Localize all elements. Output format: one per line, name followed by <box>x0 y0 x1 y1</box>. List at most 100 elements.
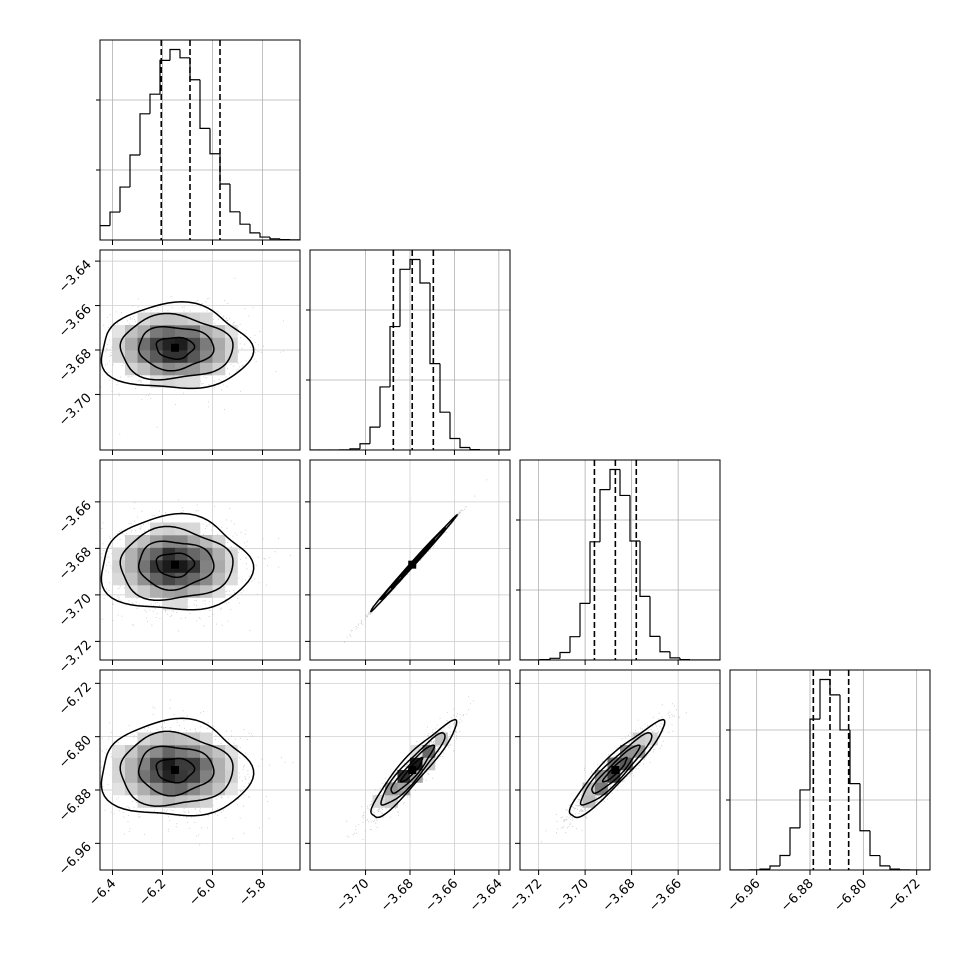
density-cell <box>137 745 151 758</box>
hist-bar-0-15 <box>249 224 260 234</box>
hist-bar-0-10 <box>199 79 210 129</box>
density-cell <box>200 337 213 351</box>
contour-1-0-2 <box>119 312 234 381</box>
x-tick-label: −3.68 <box>378 876 417 915</box>
density-cell <box>225 745 238 758</box>
hist-bar-2-8 <box>599 489 610 542</box>
hist-bar-0-16 <box>259 232 270 238</box>
density-cell <box>162 312 176 326</box>
hist-bar-1-12 <box>429 283 440 365</box>
density-cell <box>212 745 226 758</box>
hist-bar-2-4 <box>559 651 570 659</box>
density-cell <box>150 782 163 796</box>
density-cell <box>200 325 213 338</box>
contour-3-0-1 <box>137 745 215 797</box>
density-cell <box>212 560 226 573</box>
density-cell <box>187 325 201 338</box>
density-cell <box>162 350 176 363</box>
density-cell <box>162 585 176 598</box>
density-cell <box>150 732 163 746</box>
y-tick-label: −3.70 <box>56 591 95 630</box>
y-tick-label: −3.68 <box>56 346 95 385</box>
hist-bar-1-8 <box>389 325 400 387</box>
density-cell <box>225 337 238 351</box>
density-cell <box>212 547 226 561</box>
hist-bar-0-5 <box>149 93 160 114</box>
density-cell <box>137 560 151 573</box>
hist-bar-2-9 <box>609 468 620 490</box>
panel-2-1 <box>305 460 510 665</box>
density-cell <box>225 782 238 796</box>
x-tick-label: −3.66 <box>422 876 461 915</box>
density-cell <box>175 535 188 548</box>
density-cell <box>187 547 201 561</box>
panel-2-1-frame <box>309 459 511 661</box>
hist-bar-0-12 <box>219 153 230 185</box>
hist-bar-2-12 <box>639 540 650 598</box>
x-tick-label: −3.70 <box>553 876 592 915</box>
density-peak <box>171 343 179 352</box>
density-cell <box>225 757 238 771</box>
hist-bar-1-14 <box>449 412 460 440</box>
hist-bar-3-10 <box>829 679 840 696</box>
hist-bar-1-7 <box>379 386 390 428</box>
hist-bar-0-4 <box>139 113 150 156</box>
density-cell <box>150 560 163 573</box>
contour-3-2-2 <box>579 732 653 806</box>
panel-3-2: −3.72 −3.70 −3.68 −3.66 <box>507 670 720 915</box>
density-cell <box>187 745 201 758</box>
contour-3-1-1 <box>390 744 436 795</box>
contour-3-2-3 <box>568 718 666 819</box>
panel-3-3: −6.96 −6.88 −6.80 −6.72 <box>725 670 930 915</box>
density-cell <box>125 547 138 561</box>
density-cell <box>162 782 176 796</box>
density-cell <box>137 325 151 338</box>
hist-bar-0-8 <box>179 49 190 59</box>
density-peak <box>408 560 417 569</box>
hist-bar-2-10 <box>619 469 630 497</box>
density-cell <box>225 572 238 586</box>
contour-2-0-3 <box>100 512 255 611</box>
x-tick-label: −3.70 <box>334 876 373 915</box>
hist-bar-0-13 <box>229 183 240 213</box>
density-cell <box>187 350 201 363</box>
density-cell <box>175 597 188 611</box>
density-cell <box>137 350 151 363</box>
density-cell <box>112 572 126 586</box>
hist-bar-3-14 <box>869 830 880 857</box>
density-cell <box>162 745 176 758</box>
y-tick-label: −3.72 <box>56 638 95 677</box>
density-cell <box>200 782 213 796</box>
density-peak <box>171 766 179 774</box>
density-cell <box>150 795 163 808</box>
contour-2-1-3 <box>369 514 459 613</box>
contour-2-0-2 <box>119 525 234 602</box>
y-tick-label: −3.66 <box>56 498 95 537</box>
density-cell <box>187 375 201 388</box>
density-cell <box>125 560 138 573</box>
hist-bar-0-11 <box>209 128 220 155</box>
x-tick-label: −6.80 <box>831 876 870 915</box>
x-tick-label: −6.72 <box>885 876 924 915</box>
density-cell <box>200 350 213 363</box>
density-cell <box>150 547 163 561</box>
density-cell <box>137 585 151 598</box>
panel-3-0-frame <box>99 669 301 871</box>
density-cell <box>187 770 201 783</box>
density-cell <box>137 572 151 586</box>
contour-1-0-3 <box>100 301 255 390</box>
panel-1-0-frame <box>99 249 301 451</box>
density-peak <box>408 766 417 774</box>
hist-bar-2-14 <box>659 636 670 653</box>
hist-bar-0-1 <box>109 211 120 226</box>
hist-bar-2-5 <box>569 636 580 653</box>
density-cell <box>137 782 151 796</box>
hist-1-frame <box>309 249 511 451</box>
density-cell <box>162 572 176 586</box>
density-cell <box>200 547 213 561</box>
hist-bar-1-10 <box>409 258 420 270</box>
contour-3-1-2 <box>380 732 446 806</box>
y-tick-label: −3.64 <box>56 257 95 296</box>
density-cell <box>125 350 138 363</box>
density-cell <box>137 535 151 548</box>
